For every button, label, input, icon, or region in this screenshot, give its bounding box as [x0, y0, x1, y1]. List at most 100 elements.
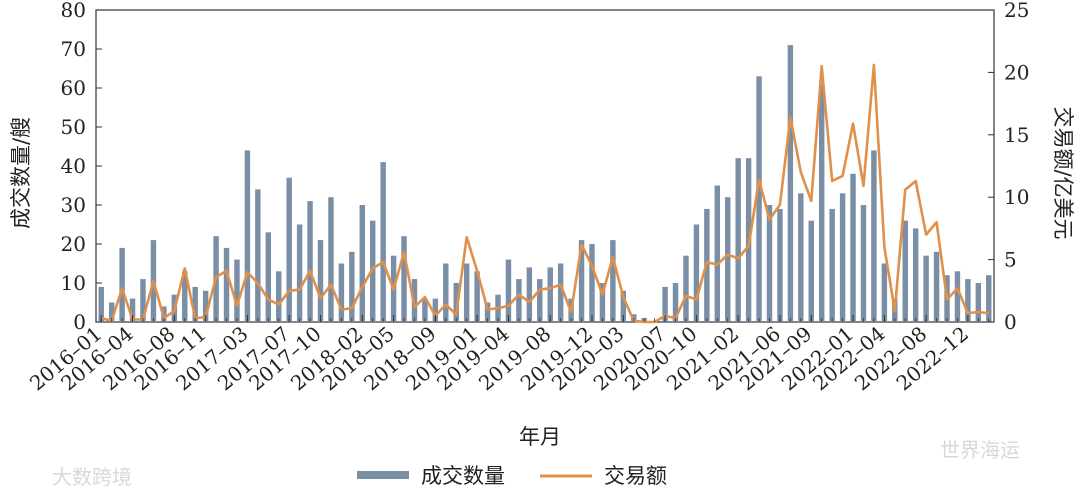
bar [182, 271, 188, 322]
bar [610, 240, 616, 322]
bar [453, 283, 459, 322]
line-trade-value [100, 63, 989, 324]
y-left-tick-label: 30 [61, 193, 86, 217]
bar [829, 208, 835, 322]
y-axis-left-title: 成交数量/艘 [9, 117, 33, 229]
bar [599, 283, 606, 322]
legend: 成交数量 交易额 [357, 464, 667, 488]
bar [432, 298, 439, 322]
bar [463, 263, 470, 322]
watermark-left: 大数跨境 [52, 465, 132, 489]
bar [359, 205, 365, 322]
y-axis-right-title: 交易额/亿美元 [1051, 106, 1075, 239]
bar [620, 290, 627, 322]
y-right-tick-label: 25 [1004, 0, 1029, 22]
y-left-tick-label: 0 [73, 310, 86, 334]
bar [986, 275, 992, 322]
bar [192, 286, 198, 322]
y-right-tick-label: 15 [1004, 123, 1029, 147]
y-left-tick-label: 20 [61, 232, 86, 256]
bar [923, 255, 929, 322]
bar [140, 279, 146, 322]
bar [850, 173, 856, 322]
bar [547, 267, 553, 322]
bar [380, 162, 386, 322]
y-right-tick-label: 5 [1004, 248, 1017, 272]
legend-label-line: 交易额 [604, 464, 667, 488]
bar [683, 255, 689, 322]
y-left-tick-label: 40 [61, 154, 86, 178]
bar [369, 220, 376, 322]
bar [965, 279, 971, 322]
bar [693, 224, 700, 322]
line-series [100, 63, 989, 324]
y-left-tick-label: 70 [61, 37, 86, 61]
y-right-tick-label: 10 [1004, 185, 1029, 209]
y-right-tick-label: 20 [1004, 60, 1029, 84]
bar [119, 247, 125, 322]
bar [307, 201, 313, 322]
bar [798, 193, 804, 322]
bar [526, 267, 533, 322]
bar [735, 158, 741, 322]
bar [933, 251, 940, 322]
bar [223, 247, 230, 322]
bar [484, 302, 491, 322]
bar [255, 189, 261, 322]
bar [766, 205, 773, 322]
watermark-right: 世界海运 [940, 438, 1020, 462]
bar [881, 263, 888, 322]
bar [578, 240, 585, 322]
y-right-tick-label: 0 [1004, 310, 1017, 334]
bar [234, 259, 240, 322]
x-axis-title: 年月 [519, 425, 561, 449]
bar [589, 244, 595, 322]
bar [317, 240, 324, 322]
bar [975, 283, 982, 322]
bar [296, 224, 303, 322]
bar [714, 185, 721, 322]
bar [672, 283, 679, 322]
bar [286, 177, 292, 322]
bar [787, 45, 794, 322]
bar [662, 286, 668, 322]
bar [557, 263, 564, 322]
bar [129, 298, 136, 322]
bars-series [98, 45, 992, 322]
bar [756, 76, 762, 322]
watermarks: 大数跨境 世界海运 [52, 438, 1020, 489]
legend-swatch-bar [357, 471, 409, 479]
bar [443, 263, 449, 322]
bar [516, 279, 522, 322]
bar [349, 251, 355, 322]
y-left-tick-label: 60 [61, 76, 86, 100]
bar [98, 286, 104, 322]
bar [537, 279, 543, 322]
bar [818, 84, 825, 322]
bar [839, 193, 846, 322]
bar [202, 290, 209, 322]
bar [265, 232, 272, 322]
legend-label-bar: 成交数量 [421, 464, 505, 488]
bar [474, 271, 480, 322]
bar [422, 298, 428, 322]
y-left-tick-label: 10 [61, 271, 86, 295]
bar [244, 150, 251, 322]
bar [401, 236, 407, 322]
bar [338, 263, 345, 322]
bar [276, 271, 282, 322]
bar [328, 197, 334, 322]
bar [505, 259, 512, 322]
bar [860, 205, 867, 322]
y-left-tick-label: 80 [61, 0, 86, 22]
bar [108, 302, 115, 322]
bar [954, 271, 961, 322]
axis-ticks: 0102030405060708005101520252016–012016–0… [25, 0, 1030, 395]
bar [912, 228, 919, 322]
bar [871, 150, 877, 322]
bar [902, 220, 908, 322]
bar [725, 197, 731, 322]
y-left-tick-label: 50 [61, 115, 86, 139]
bar [808, 220, 814, 322]
